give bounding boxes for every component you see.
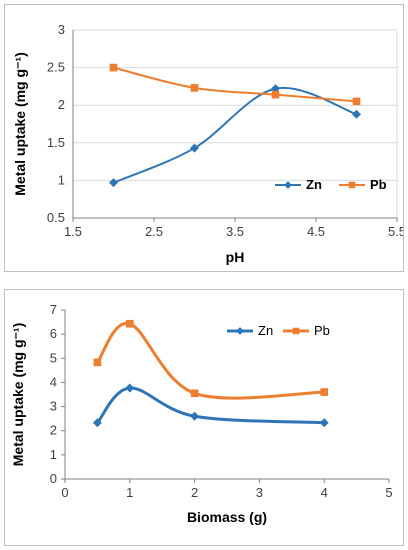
legend-label-zn: Zn bbox=[258, 323, 273, 338]
data-point-pb bbox=[271, 90, 280, 99]
x-tick-label: 4.5 bbox=[307, 224, 325, 239]
y-tick-label: 1 bbox=[50, 447, 57, 462]
chart-ph: 0.5 1 1.5 2 2.5 3 1.5 2.5 3.5 4.5 5.5 pH Metal uptak… bbox=[12, 22, 403, 265]
x-axis-title: pH bbox=[226, 249, 245, 265]
series-line-zn bbox=[96, 386, 325, 425]
y-tick-label: 4 bbox=[50, 374, 57, 389]
y-axis-title: Metal uptake (mg g⁻¹) bbox=[10, 323, 26, 467]
y-tick-label: 2 bbox=[58, 97, 65, 112]
series-line-pb bbox=[96, 322, 325, 400]
data-point-zn bbox=[190, 411, 200, 421]
y-tick-label: 6 bbox=[50, 326, 57, 341]
y-axis-title: Metal uptake (mg g⁻¹) bbox=[12, 52, 28, 196]
y-tick-label: 0 bbox=[50, 471, 57, 486]
data-point-pb bbox=[352, 97, 361, 106]
chart-biomass: 0 1 2 3 4 5 6 7 0 1 2 3 4 5 Biomass (g) Metal uptake (m… bbox=[10, 302, 393, 525]
y-tick-label: 3 bbox=[50, 399, 57, 414]
legend-marker-zn bbox=[284, 181, 292, 189]
x-tick-label: 2 bbox=[191, 485, 198, 500]
data-point-zn bbox=[319, 418, 329, 428]
legend-marker-pb bbox=[348, 181, 356, 189]
x-tick-label: 1.5 bbox=[64, 224, 82, 239]
series-line-zn bbox=[113, 86, 357, 184]
x-tick-label: 5 bbox=[385, 485, 392, 500]
y-tick-label: 5 bbox=[50, 350, 57, 365]
y-tick-label: 1.5 bbox=[47, 135, 65, 150]
data-point-zn bbox=[125, 383, 135, 393]
x-tick-label: 3 bbox=[256, 485, 263, 500]
x-tick-label: 1 bbox=[126, 485, 133, 500]
data-point-zn bbox=[352, 109, 361, 119]
data-point-pb bbox=[190, 389, 199, 398]
x-tick-label: 0 bbox=[61, 485, 68, 500]
x-tick-label: 5.5 bbox=[388, 224, 403, 239]
legend-label-pb: Pb bbox=[370, 177, 387, 192]
chart-biomass-panel: 0 1 2 3 4 5 6 7 0 1 2 3 4 5 Biomass (g) Metal uptake (m… bbox=[4, 289, 404, 546]
data-point-pb bbox=[109, 63, 118, 72]
data-point-pb bbox=[320, 388, 329, 396]
legend-marker-pb bbox=[292, 327, 300, 335]
y-tick-label: 3 bbox=[58, 22, 65, 37]
series-line-pb bbox=[113, 66, 357, 103]
data-point-pb bbox=[93, 358, 102, 367]
data-point-pb bbox=[190, 84, 199, 92]
data-point-zn bbox=[190, 143, 199, 153]
y-tick-label: 0.5 bbox=[47, 210, 65, 225]
y-tick-label: 1 bbox=[58, 172, 65, 187]
data-point-zn bbox=[109, 178, 118, 188]
y-tick-label: 2 bbox=[50, 423, 57, 438]
x-tick-label: 2.5 bbox=[145, 224, 163, 239]
legend-marker-zn bbox=[236, 327, 244, 335]
x-axis-title: Biomass (g) bbox=[187, 509, 267, 525]
x-tick-label: 4 bbox=[321, 485, 328, 500]
data-point-pb bbox=[125, 319, 134, 328]
chart-ph-panel: 0.5 1 1.5 2 2.5 3 1.5 2.5 3.5 4.5 5.5 pH Metal uptak… bbox=[4, 4, 404, 272]
y-tick-label: 7 bbox=[50, 302, 57, 317]
legend-label-pb: Pb bbox=[314, 323, 330, 338]
x-tick-label: 3.5 bbox=[226, 224, 244, 239]
data-point-zn bbox=[92, 418, 102, 428]
legend-label-zn: Zn bbox=[306, 177, 322, 192]
y-tick-label: 2.5 bbox=[47, 60, 65, 75]
